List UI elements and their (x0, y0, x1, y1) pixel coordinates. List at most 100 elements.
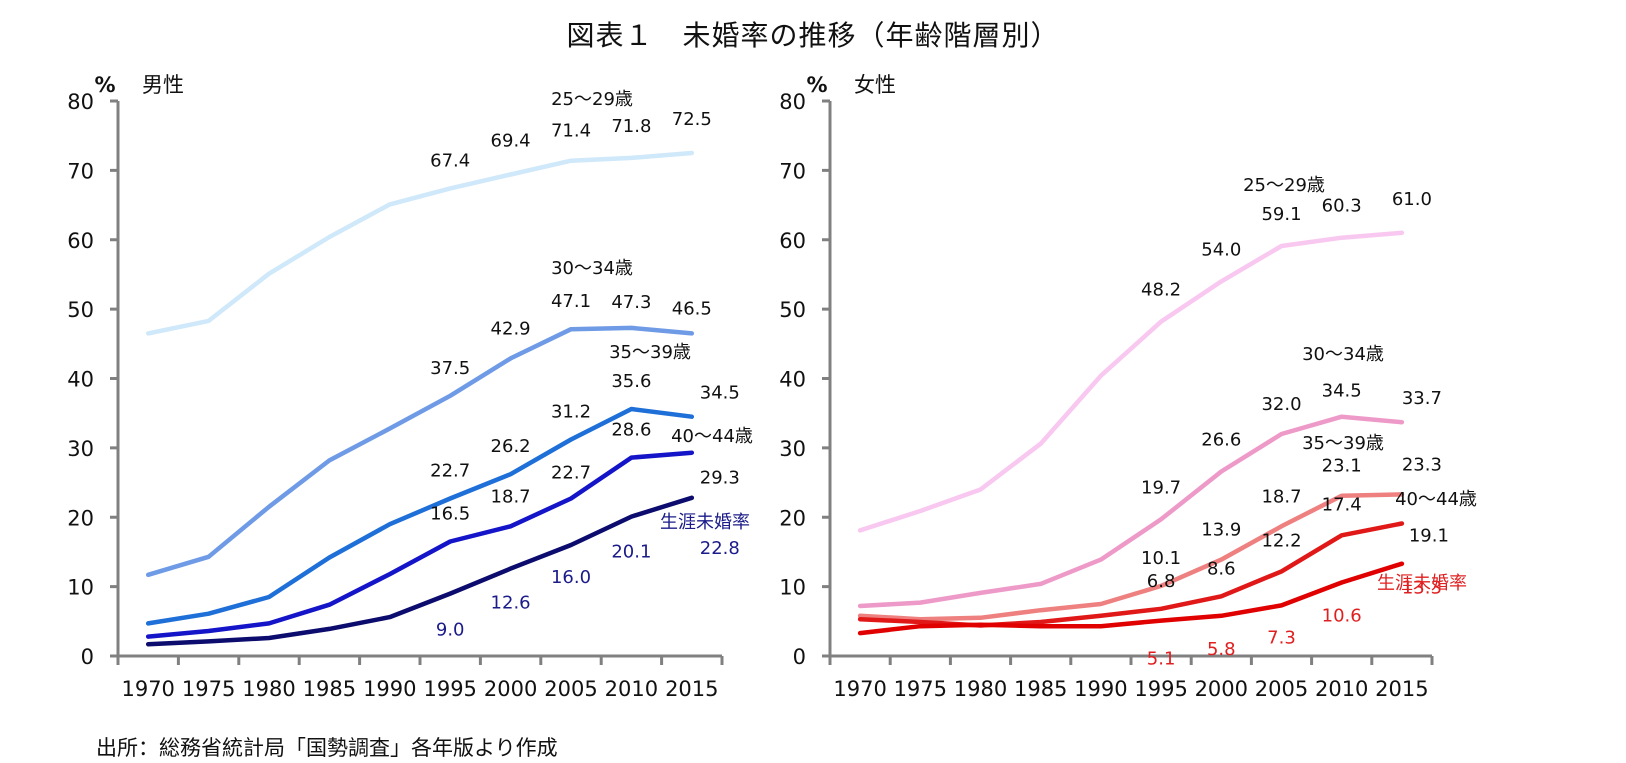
y-tick-label: 0 (81, 645, 94, 669)
data-label: 19.1 (1409, 525, 1449, 546)
series-name-label: 25〜29歳 (1243, 175, 1325, 196)
x-tick-label: 2010 (605, 677, 658, 701)
data-label: 71.8 (611, 116, 651, 137)
y-tick-label: 60 (779, 229, 806, 253)
x-tick-label: 1970 (121, 677, 174, 701)
series-line-male-1 (145, 325, 695, 578)
x-tick-label: 2005 (1255, 677, 1308, 701)
y-tick-label: 20 (779, 506, 806, 530)
data-label: 26.6 (1201, 429, 1241, 450)
chart-panel-male: 0 10 20 30 40 50 60 70 80 1970 1975 1980 1985 1990 199… (67, 73, 753, 701)
y-axis-unit: % (806, 73, 827, 97)
data-label: 37.5 (430, 358, 470, 379)
data-label: 71.4 (551, 121, 591, 142)
y-tick-label: 0 (793, 645, 806, 669)
series-line-female-0 (857, 230, 1405, 533)
data-label: 69.4 (491, 131, 531, 152)
y-tick-label: 30 (779, 437, 806, 461)
y-tick-label: 50 (779, 298, 806, 322)
data-label: 9.0 (436, 620, 465, 641)
data-label: 6.8 (1147, 571, 1176, 592)
data-label: 22.8 (700, 538, 740, 559)
data-label: 35.6 (611, 371, 651, 392)
data-label: 31.2 (551, 402, 591, 423)
data-label: 54.0 (1201, 239, 1241, 260)
data-label: 29.3 (700, 468, 740, 489)
series-line-male-3 (145, 450, 695, 639)
data-label: 72.5 (672, 109, 712, 130)
y-tick-label: 30 (67, 437, 94, 461)
series-name-label: 40〜44歳 (1395, 489, 1477, 510)
data-label: 60.3 (1322, 196, 1362, 217)
data-label: 32.0 (1261, 394, 1301, 415)
x-tick-label: 1995 (1134, 677, 1187, 701)
x-tick-label: 1990 (363, 677, 416, 701)
series-line-male-0 (145, 150, 695, 336)
data-label: 34.5 (1322, 381, 1362, 402)
x-tick-label: 2015 (1375, 677, 1428, 701)
x-tick-label: 1985 (303, 677, 356, 701)
series-name-label: 30〜34歳 (1302, 344, 1384, 365)
data-label: 18.7 (491, 486, 531, 507)
y-tick-label: 40 (779, 368, 806, 392)
data-label: 22.7 (430, 461, 470, 482)
series-name-label: 40〜44歳 (671, 426, 753, 447)
data-label: 34.5 (700, 383, 740, 404)
data-label: 18.7 (1261, 486, 1301, 507)
y-tick-label: 60 (67, 229, 94, 253)
data-label: 12.2 (1261, 530, 1301, 551)
series-line-male-2 (145, 406, 695, 626)
x-tick-label: 1975 (894, 677, 947, 701)
series-name-label: 生涯未婚率 (660, 512, 750, 533)
x-tick-label: 1975 (182, 677, 235, 701)
y-tick-label: 20 (67, 506, 94, 530)
y-tick-label: 10 (67, 576, 94, 600)
data-label: 10.6 (1322, 605, 1362, 626)
data-label: 8.6 (1207, 558, 1236, 579)
data-label: 47.3 (611, 292, 651, 313)
series-line-male-4 (145, 495, 695, 647)
data-label: 23.1 (1322, 456, 1362, 477)
series-name-label: 生涯未婚率 (1377, 573, 1467, 594)
data-label: 5.8 (1207, 639, 1236, 660)
y-tick-label: 40 (67, 368, 94, 392)
x-tick-label: 1990 (1074, 677, 1127, 701)
data-label: 22.7 (551, 463, 591, 484)
series-line-female-2 (857, 492, 1405, 622)
x-tick-label: 1995 (423, 677, 476, 701)
y-tick-label: 50 (67, 298, 94, 322)
x-tick-label: 2000 (1195, 677, 1248, 701)
data-label: 67.4 (430, 150, 470, 171)
series-line-female-1 (857, 414, 1405, 609)
data-label: 33.7 (1402, 388, 1442, 409)
x-tick-label: 2005 (544, 677, 597, 701)
y-tick-label: 80 (67, 90, 94, 114)
data-label: 19.7 (1141, 477, 1181, 498)
data-label: 23.3 (1402, 454, 1442, 475)
x-tick-label: 2010 (1315, 677, 1368, 701)
source-note: 出所：総務省統計局「国勢調査」各年版より作成 (96, 736, 558, 760)
x-tick-label: 2015 (665, 677, 718, 701)
panel-title: 女性 (854, 73, 896, 97)
y-tick-label: 70 (67, 159, 94, 183)
chart-panel-female: 0 10 20 30 40 50 60 70 80 1970 1975 1980 1985 1990 199… (779, 73, 1477, 701)
x-tick-label: 1980 (242, 677, 295, 701)
data-label: 12.6 (491, 593, 531, 614)
data-label: 48.2 (1141, 280, 1181, 301)
data-label: 46.5 (672, 298, 712, 319)
data-label: 59.1 (1261, 204, 1301, 225)
data-label: 17.4 (1322, 494, 1362, 515)
data-label: 16.0 (551, 567, 591, 588)
series-name-label: 35〜39歳 (1302, 433, 1384, 454)
data-label: 26.2 (491, 436, 531, 457)
series-line-female-4 (857, 561, 1405, 636)
data-label: 10.1 (1141, 548, 1181, 569)
series-name-label: 30〜34歳 (551, 258, 633, 279)
data-label: 13.3 (1402, 578, 1442, 599)
data-label: 20.1 (611, 542, 651, 563)
x-tick-label: 2000 (484, 677, 537, 701)
y-tick-label: 70 (779, 159, 806, 183)
data-label: 47.1 (551, 291, 591, 312)
data-label: 5.1 (1147, 649, 1176, 670)
